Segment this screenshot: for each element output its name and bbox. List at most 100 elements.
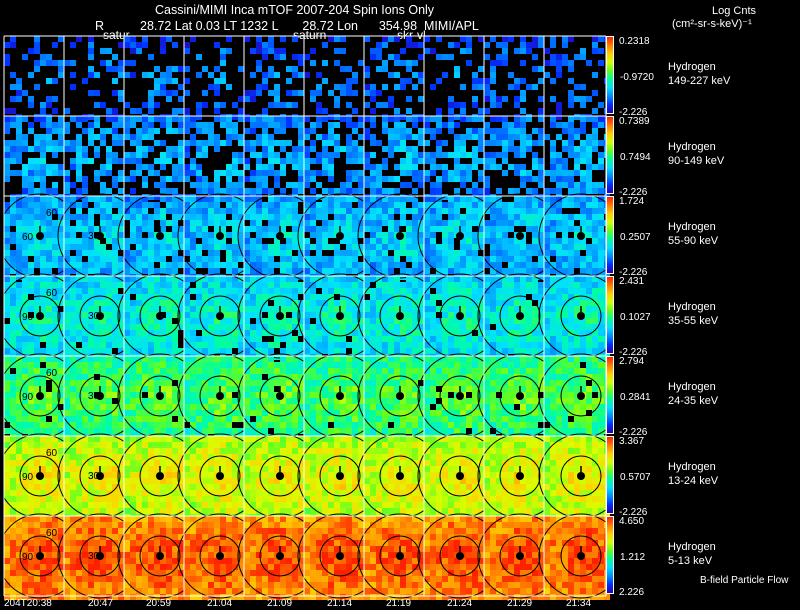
heatmap-cell xyxy=(316,336,322,342)
heatmap-cell xyxy=(34,226,40,232)
heatmap-cell xyxy=(556,282,562,288)
heatmap-cell xyxy=(586,134,592,140)
heatmap-cell xyxy=(382,208,388,214)
heatmap-cell xyxy=(598,282,604,288)
heatmap-cell xyxy=(352,122,358,128)
heatmap-cell xyxy=(10,380,16,386)
heatmap-cell xyxy=(382,244,388,250)
heatmap-cell xyxy=(562,140,568,146)
heatmap-cell xyxy=(424,128,430,134)
heatmap-cell xyxy=(166,318,172,324)
heatmap-cell xyxy=(580,276,586,282)
heatmap-cell xyxy=(562,250,568,256)
heatmap-cell xyxy=(424,176,430,182)
heatmap-cell xyxy=(574,152,580,158)
heatmap-cell xyxy=(214,90,220,96)
heatmap-cell xyxy=(52,250,58,256)
heatmap-cell xyxy=(118,66,124,72)
heatmap-cell xyxy=(268,256,274,262)
heatmap-cell xyxy=(400,288,406,294)
heatmap-cell xyxy=(394,54,400,60)
heatmap-cell xyxy=(406,220,412,226)
heatmap-cell xyxy=(142,72,148,78)
heatmap-cell xyxy=(268,386,274,392)
heatmap-cell xyxy=(208,232,214,238)
heatmap-cell xyxy=(46,244,52,250)
heatmap-cell xyxy=(520,116,526,122)
heatmap-cell xyxy=(370,202,376,208)
heatmap-cell xyxy=(136,152,142,158)
heatmap-cell xyxy=(298,188,304,194)
heatmap-cell xyxy=(184,348,190,354)
heatmap-cell xyxy=(490,90,496,96)
heatmap-cell xyxy=(166,336,172,342)
heatmap-cell xyxy=(484,238,490,244)
heatmap-cell xyxy=(244,428,250,434)
heatmap-cell xyxy=(172,202,178,208)
heatmap-cell xyxy=(172,66,178,72)
heatmap-cell xyxy=(40,140,46,146)
heatmap-cell xyxy=(514,214,520,220)
heatmap-cell xyxy=(16,128,22,134)
heatmap-cell xyxy=(364,220,370,226)
heatmap-cell xyxy=(250,214,256,220)
heatmap-cell xyxy=(184,170,190,176)
heatmap-cell xyxy=(472,116,478,122)
heatmap-cell xyxy=(28,416,34,422)
heatmap-cell xyxy=(598,232,604,238)
heatmap-cell xyxy=(310,410,316,416)
heatmap-cell xyxy=(208,238,214,244)
heatmap-cell xyxy=(4,128,10,134)
heatmap-cell xyxy=(418,96,424,102)
heatmap-cell xyxy=(340,416,346,422)
heatmap-cell xyxy=(448,42,454,48)
heatmap-cell xyxy=(190,140,196,146)
heatmap-cell xyxy=(202,318,208,324)
heatmap-cell xyxy=(478,170,484,176)
heatmap-cell xyxy=(580,152,586,158)
heatmap-cell xyxy=(358,282,364,288)
heatmap-cell xyxy=(94,428,100,434)
heatmap-cell xyxy=(256,282,262,288)
heatmap-cell xyxy=(22,348,28,354)
heatmap-cell xyxy=(94,146,100,152)
heatmap-cell xyxy=(40,122,46,128)
heatmap-cell xyxy=(400,164,406,170)
heatmap-cell xyxy=(502,226,508,232)
heatmap-cell xyxy=(100,250,106,256)
heatmap-cell xyxy=(64,312,70,318)
heatmap-cell xyxy=(586,288,592,294)
heatmap-cell xyxy=(460,226,466,232)
heatmap-cell xyxy=(46,128,52,134)
heatmap-cell xyxy=(574,114,580,120)
heatmap-cell xyxy=(28,404,34,410)
heatmap-cell xyxy=(328,392,334,398)
heatmap-cell xyxy=(292,318,298,324)
heatmap-cell xyxy=(214,84,220,90)
heatmap-cell xyxy=(442,282,448,288)
heatmap-cell xyxy=(172,208,178,214)
heatmap-cell xyxy=(220,386,226,392)
heatmap-cell xyxy=(118,176,124,182)
heatmap-cell xyxy=(268,282,274,288)
heatmap-cell xyxy=(586,146,592,152)
heatmap-cell xyxy=(130,256,136,262)
heatmap-cell xyxy=(232,244,238,250)
heatmap-cell xyxy=(412,146,418,152)
heatmap-cell xyxy=(160,188,166,194)
heatmap-cell xyxy=(268,48,274,54)
heatmap-cell xyxy=(88,36,94,42)
heatmap-cell xyxy=(508,276,514,282)
heatmap-cell xyxy=(178,116,184,122)
heatmap-cell xyxy=(514,164,520,170)
heatmap-cell xyxy=(34,306,40,312)
heatmap-cell xyxy=(250,398,256,404)
heatmap-cell xyxy=(520,108,526,114)
heatmap-cell xyxy=(262,268,268,274)
heatmap-cell xyxy=(28,220,34,226)
heatmap-cell xyxy=(250,380,256,386)
heatmap-cell xyxy=(400,134,406,140)
heatmap-cell xyxy=(136,380,142,386)
heatmap-cell xyxy=(154,194,160,200)
heatmap-cell xyxy=(424,36,430,42)
